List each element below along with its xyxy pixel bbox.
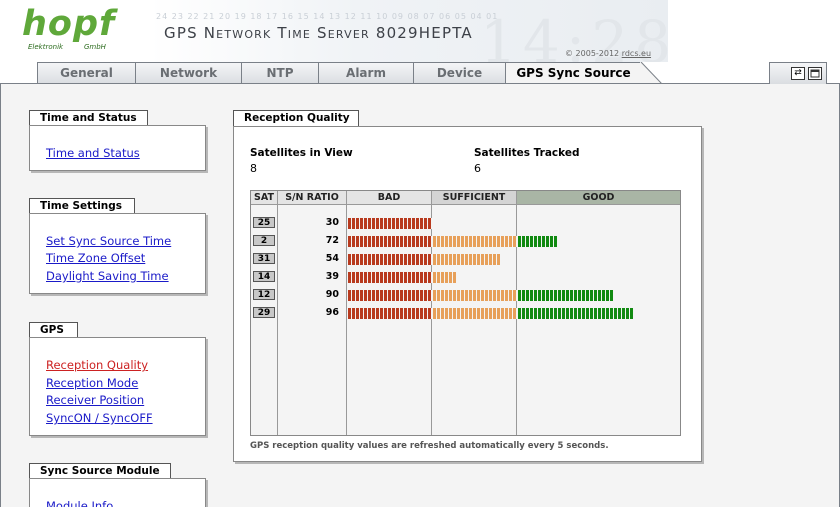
app-title: GPS Network Time Server 8029HEPTA (164, 24, 473, 42)
header-separator (251, 204, 680, 205)
copyright-text: © 2005-2012 (565, 49, 622, 58)
column-header-bad: BAD (347, 191, 431, 204)
snr-value: 72 (325, 235, 339, 246)
panel-tab-reception-quality: Reception Quality (233, 110, 359, 126)
tab-device[interactable]: Device (413, 62, 506, 84)
header-decor-digits: 24 23 22 21 20 19 18 17 16 15 14 13 12 1… (156, 12, 499, 21)
refresh-note: GPS reception quality values are refresh… (250, 441, 609, 451)
snr-bar-bad (348, 308, 432, 319)
snr-value: 54 (325, 253, 339, 264)
header-decor-clock: 14:28 (480, 8, 668, 62)
section-tab-sync-source-module: Sync Source Module (29, 463, 171, 479)
link-reception-quality[interactable]: Reception Quality (46, 358, 149, 372)
snr-value: 39 (325, 271, 339, 282)
link-set-sync-source-time[interactable]: Set Sync Source Time (46, 234, 172, 248)
logo-subtitle: Elektronik (28, 43, 64, 51)
section-tab-gps: GPS (29, 322, 78, 338)
column-header-sufficient: SUFFICIENT (432, 191, 516, 204)
tab-alarm[interactable]: Alarm (318, 62, 414, 84)
snr-bar-sufficient (433, 236, 517, 247)
satellite-snr-table: SAT S/N RATIO BAD SUFFICIENT GOOD 25 30 2 7… (250, 190, 681, 436)
satellite-id: 14 (253, 271, 275, 282)
snr-bar-sufficient (433, 272, 457, 283)
logo-gmbh: GmbH (84, 43, 106, 51)
snr-bar-sufficient (433, 290, 517, 301)
satellite-id: 25 (253, 217, 275, 228)
column-separator (277, 191, 278, 435)
snr-bar-bad (348, 236, 432, 247)
snr-value: 30 (325, 217, 339, 228)
reception-quality-panel: Satellites in View 8 Satellites Tracked … (233, 126, 702, 462)
tab-baseline (0, 83, 840, 84)
satellite-id: 29 (253, 307, 275, 318)
link-time-zone-offset[interactable]: Time Zone Offset (46, 251, 146, 265)
column-separator (346, 191, 347, 435)
snr-bar-bad (348, 254, 432, 265)
link-time-and-status[interactable]: Time and Status (46, 146, 140, 160)
satellites-tracked-value: 6 (474, 162, 481, 175)
link-syncon-syncoff[interactable]: SyncON / SyncOFF (46, 411, 153, 425)
link-module-info[interactable]: Module Info (46, 499, 114, 507)
snr-value: 96 (325, 307, 339, 318)
satellites-in-view-value: 8 (250, 162, 257, 175)
column-header-snr: S/N RATIO (278, 191, 346, 204)
section-sync-source-module: Module Info (29, 478, 206, 507)
column-header-good: GOOD (517, 191, 680, 204)
content-area: Time and Status Time and Status Time Set… (0, 84, 840, 507)
toolbar-icons: ⇄ (769, 62, 827, 84)
copyright-link[interactable]: rdcs.eu (621, 49, 652, 58)
active-tab-corner (640, 62, 662, 84)
section-tab-time-and-status: Time and Status (29, 110, 148, 126)
satellite-id: 12 (253, 289, 275, 300)
link-receiver-position[interactable]: Receiver Position (46, 393, 145, 407)
satellite-id: 2 (253, 235, 275, 246)
hopf-logo: hopf (22, 4, 116, 44)
tab-network[interactable]: Network (135, 62, 242, 84)
link-reception-mode[interactable]: Reception Mode (46, 376, 139, 390)
tab-gps-sync-source[interactable]: GPS Sync Source (505, 62, 641, 85)
section-tab-time-settings: Time Settings (29, 198, 135, 214)
section-time-and-status: Time and Status (29, 125, 206, 171)
satellites-tracked-label: Satellites Tracked (474, 147, 580, 159)
snr-bar-good (518, 236, 558, 247)
main-tabs: General Network NTP Alarm Device GPS Syn… (0, 62, 840, 85)
header-background: 24 23 22 21 20 19 18 17 16 15 14 13 12 1… (150, 0, 668, 62)
satellites-in-view-label: Satellites in View (250, 147, 353, 159)
snr-bar-bad (348, 218, 432, 229)
snr-bar-bad (348, 290, 432, 301)
snr-bar-sufficient (433, 308, 517, 319)
snr-bar-good (518, 290, 614, 301)
refresh-icon[interactable]: ⇄ (791, 67, 805, 80)
snr-bar-bad (348, 272, 432, 283)
satellite-id: 31 (253, 253, 275, 264)
column-header-sat: SAT (251, 191, 277, 204)
app-header: 24 23 22 21 20 19 18 17 16 15 14 13 12 1… (0, 0, 840, 62)
window-icon[interactable] (808, 67, 822, 80)
tab-general[interactable]: General (37, 62, 136, 84)
snr-bar-good (518, 308, 634, 319)
tab-ntp[interactable]: NTP (241, 62, 319, 84)
snr-value: 90 (325, 289, 339, 300)
copyright: © 2005-2012 rdcs.eu (565, 49, 651, 58)
link-daylight-saving-time[interactable]: Daylight Saving Time (46, 269, 169, 283)
section-time-settings: Set Sync Source Time Time Zone Offset Da… (29, 213, 206, 294)
section-gps: Reception Quality Reception Mode Receive… (29, 337, 206, 436)
snr-bar-sufficient (433, 254, 501, 265)
